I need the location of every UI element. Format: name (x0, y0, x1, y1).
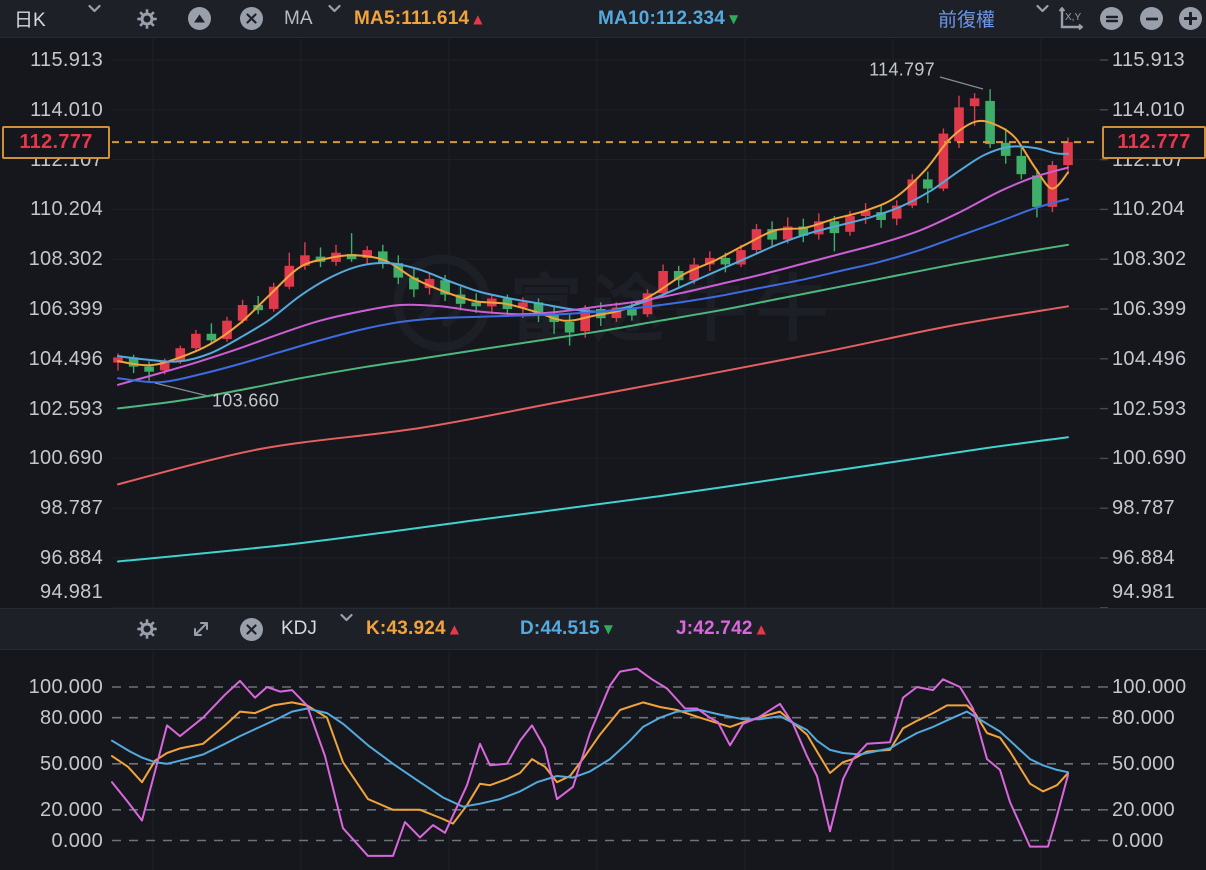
triangle-up-circle-icon (188, 7, 211, 30)
k-direction-icon: ▲ (449, 622, 459, 636)
current-price-tag-right: 112.777 (1102, 126, 1206, 159)
axis-tick-label: 108.302 (1112, 248, 1187, 270)
j-direction-icon: ▲ (756, 622, 766, 636)
axis-tick-label: 20.000 (40, 799, 103, 821)
price-adjustment-selector[interactable]: 前復權 (938, 0, 995, 37)
axis-tick-label: 115.913 (1112, 49, 1185, 71)
axis-tick-label: 0.000 (51, 830, 103, 852)
axis-settings-icon[interactable]: X,Y (1058, 0, 1084, 37)
zoom-out-button[interactable] (1140, 0, 1163, 37)
axis-tick-label: 80.000 (1112, 707, 1175, 729)
axis-tick-label: 114.010 (1112, 99, 1185, 121)
zoom-reset-button[interactable] (1100, 0, 1123, 37)
axis-tick-label: 98.787 (1112, 497, 1175, 519)
close-circle-icon (240, 7, 263, 30)
axis-tick-label: 0.000 (1112, 830, 1164, 852)
kdj-indicator-selector[interactable]: KDJ (281, 609, 317, 649)
ma5-value: MA5:111.614 ▲ (354, 7, 483, 29)
kdj-chart-canvas[interactable] (0, 649, 1206, 870)
adjustment-chevron-down-icon[interactable] (1036, 0, 1049, 37)
kdj-chevron-down-icon[interactable] (340, 609, 353, 649)
axis-tick-label: 20.000 (1112, 799, 1175, 821)
low-price-annotation: 103.660 (212, 390, 280, 411)
axis-tick-label: 104.496 (28, 348, 103, 370)
period-label: 日K (14, 10, 46, 31)
axis-tick-label: 104.496 (1112, 348, 1187, 370)
axis-tick-label: 108.302 (28, 248, 103, 270)
axis-tick-label: 102.593 (28, 398, 103, 420)
remove-ma-indicator-button[interactable] (240, 0, 263, 37)
kdj-indicator-label: KDJ (281, 618, 317, 639)
kdj-j-value: J:42.742 ▲ (676, 618, 766, 639)
ma10-value: MA10:112.334 ▼ (598, 7, 739, 29)
axis-tick-label: 114.010 (30, 99, 103, 121)
close-circle-icon (240, 617, 263, 641)
zoom-in-button[interactable] (1179, 0, 1202, 37)
axis-tick-label: 94.981 (1112, 581, 1175, 603)
ma-chevron-down-icon[interactable] (328, 0, 341, 37)
axis-tick-label: 106.399 (28, 298, 103, 320)
expand-panel-icon[interactable] (190, 609, 212, 649)
ma-indicator-label: MA (284, 7, 313, 29)
axis-tick-label: 98.787 (40, 497, 103, 519)
axis-tick-label: 100.000 (28, 676, 103, 698)
d-direction-icon: ▼ (603, 622, 613, 636)
axis-tick-label: 100.690 (28, 447, 103, 469)
candlestick-chart-canvas[interactable] (0, 37, 1206, 608)
svg-text:X,Y: X,Y (1065, 12, 1081, 23)
equal-circle-icon (1100, 7, 1123, 30)
axis-tick-label: 100.000 (1112, 676, 1187, 698)
axis-tick-label: 110.204 (30, 198, 103, 220)
kdj-k-value: K:43.924 ▲ (366, 618, 459, 639)
ma-indicator-selector[interactable]: MA (284, 0, 313, 37)
high-price-annotation: 114.797 (869, 59, 935, 80)
adjustment-label: 前復權 (938, 10, 996, 31)
period-chevron-down-icon[interactable] (88, 0, 101, 37)
main-chart-toolbar: 日K MA (0, 0, 1206, 38)
axis-tick-label: 96.884 (40, 547, 103, 569)
axis-tick-label: 96.884 (1112, 547, 1175, 569)
collapse-panel-button[interactable] (188, 0, 211, 37)
axis-tick-label: 100.690 (1112, 447, 1187, 469)
axis-tick-label: 110.204 (1112, 198, 1185, 220)
kdj-toolbar: KDJ K:43.924 ▲ D:44.515 ▼ J:42.742 ▲ (0, 608, 1206, 650)
minus-circle-icon (1140, 7, 1163, 30)
axis-tick-label: 50.000 (1112, 753, 1175, 775)
ma10-direction-icon: ▼ (729, 11, 739, 26)
kdj-settings-gear-icon[interactable] (136, 609, 158, 649)
axis-tick-label: 102.593 (1112, 398, 1187, 420)
period-selector[interactable]: 日K (14, 0, 46, 37)
axis-tick-label: 50.000 (40, 753, 103, 775)
current-price-tag-left: 112.777 (2, 126, 110, 159)
plus-circle-icon (1179, 7, 1202, 30)
kdj-d-value: D:44.515 ▼ (520, 618, 613, 639)
axis-tick-label: 80.000 (40, 707, 103, 729)
axis-tick-label: 115.913 (30, 49, 103, 71)
axis-tick-label: 106.399 (1112, 298, 1187, 320)
axis-tick-label: 94.981 (40, 581, 103, 603)
chart-settings-gear-icon[interactable] (136, 0, 158, 37)
remove-kdj-indicator-button[interactable] (240, 609, 263, 649)
ma5-direction-icon: ▲ (473, 11, 483, 26)
